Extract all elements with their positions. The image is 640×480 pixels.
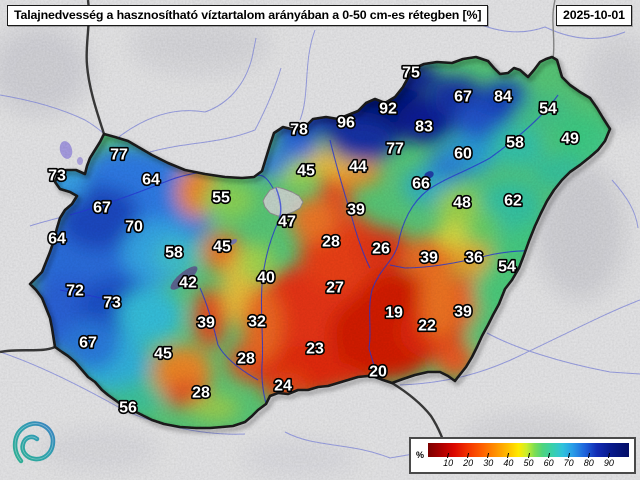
station-value-label: 55 <box>212 190 230 207</box>
station-value-label: 28 <box>237 351 255 368</box>
station-value-label: 48 <box>453 195 471 212</box>
legend-tick-label: 30 <box>483 458 494 468</box>
station-value-label: 75 <box>402 65 420 82</box>
legend-gradient-bar <box>428 443 629 457</box>
station-value-label: 77 <box>386 141 404 158</box>
station-value-label: 77 <box>110 147 128 164</box>
color-scale-legend: % 10 20 30 40 50 60 70 80 90 <box>409 437 636 474</box>
station-values-layer: 75 92 96 78 83 67 84 54 77 60 58 49 77 73 64 55 45 44 66 67… <box>47 63 581 418</box>
legend-tick-label: 50 <box>523 458 534 468</box>
station-value-label: 73 <box>48 168 66 185</box>
station-value-label: 39 <box>420 250 438 267</box>
station-value-label: 47 <box>278 214 296 231</box>
station-value-label: 42 <box>179 275 197 292</box>
station-value-label: 92 <box>379 101 397 118</box>
legend-tick-label: 60 <box>543 458 554 468</box>
station-value-label: 62 <box>504 193 522 210</box>
station-value-label: 96 <box>337 115 355 132</box>
station-value-label: 67 <box>93 200 111 217</box>
station-value-label: 58 <box>165 245 183 262</box>
station-value-label: 19 <box>385 305 403 322</box>
station-value-label: 49 <box>561 131 579 148</box>
station-value-label: 39 <box>347 202 365 219</box>
station-value-label: 32 <box>248 314 266 331</box>
legend-tick-label: 40 <box>503 458 514 468</box>
station-value-label: 54 <box>498 259 516 276</box>
legend-tick-label: 10 <box>443 458 454 468</box>
station-value-label: 44 <box>349 159 367 176</box>
station-value-label: 40 <box>257 270 275 287</box>
station-value-label: 70 <box>125 219 143 236</box>
station-value-label: 22 <box>418 318 436 335</box>
station-value-label: 27 <box>326 280 344 297</box>
station-value-label: 45 <box>154 346 172 363</box>
station-value-label: 78 <box>290 122 308 139</box>
meteorological-service-spiral-logo <box>12 421 56 464</box>
station-value-label: 60 <box>454 146 472 163</box>
station-value-label: 45 <box>213 239 231 256</box>
station-value-label: 39 <box>454 304 472 321</box>
station-value-label: 36 <box>465 250 483 267</box>
station-value-label: 67 <box>79 335 97 352</box>
legend-tick-label: 20 <box>463 458 474 468</box>
station-value-label: 54 <box>539 101 557 118</box>
station-value-label: 39 <box>197 315 215 332</box>
station-value-label: 72 <box>66 283 84 300</box>
legend-unit-label: % <box>416 450 425 460</box>
station-value-label: 20 <box>369 364 387 381</box>
map-date: 2025-10-01 <box>556 5 632 26</box>
map-title: Talajnedvesség a hasznosítható víztartal… <box>7 5 489 26</box>
station-value-label: 26 <box>372 241 390 258</box>
legend-tick-label: 70 <box>563 458 574 468</box>
station-value-label: 83 <box>415 119 433 136</box>
station-value-label: 28 <box>192 385 210 402</box>
station-value-label: 73 <box>103 295 121 312</box>
station-value-label: 24 <box>274 378 292 395</box>
station-value-label: 64 <box>48 231 66 248</box>
legend-tick-label: 90 <box>603 458 614 468</box>
station-value-label: 56 <box>119 400 137 417</box>
station-value-label: 45 <box>297 163 315 180</box>
station-value-label: 58 <box>506 135 524 152</box>
station-value-label: 23 <box>306 341 324 358</box>
station-value-label: 66 <box>412 176 430 193</box>
station-value-label: 67 <box>454 89 472 106</box>
station-value-label: 84 <box>494 89 512 106</box>
station-value-label: 64 <box>142 172 160 189</box>
station-value-label: 28 <box>322 234 340 251</box>
legend-tick-label: 80 <box>583 458 594 468</box>
